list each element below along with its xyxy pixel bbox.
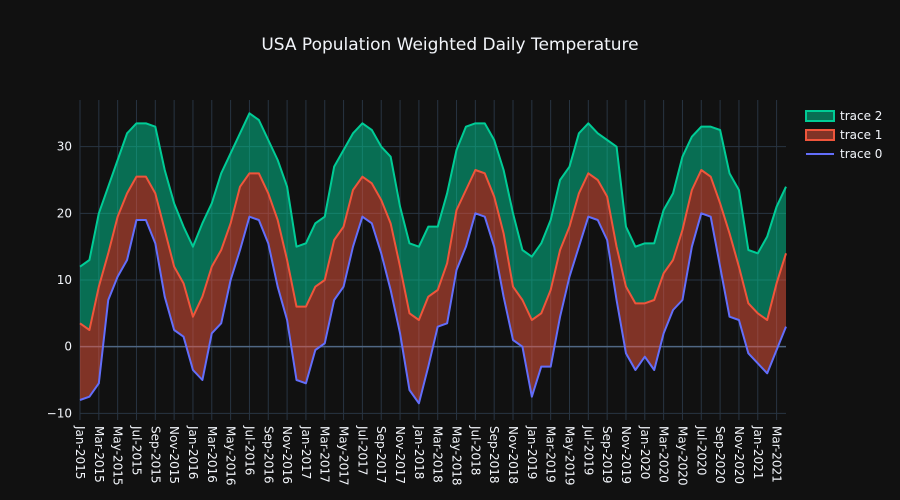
legend-item-trace-2[interactable]: trace 2 <box>805 109 882 123</box>
x-tick-label: Jul-2018 <box>468 425 482 475</box>
x-tick-label: Mar-2018 <box>431 426 445 483</box>
x-tick-label: Jan-2021 <box>751 425 765 479</box>
x-tick-label: Sep-2017 <box>374 426 388 484</box>
x-tick-label: Jan-2019 <box>525 425 539 479</box>
y-tick-label: 20 <box>57 206 72 220</box>
series-line-trace-2[interactable] <box>79 112 787 268</box>
x-tick-label: Jan-2018 <box>412 425 426 479</box>
x-tick-label: Jul-2019 <box>581 425 595 475</box>
x-tick-label: Mar-2020 <box>657 426 671 483</box>
x-tick-label: Nov-2020 <box>732 426 746 484</box>
x-axis: Jan-2015 Mar-2015 May-2015 Jul-2015 Sep-2015… <box>73 425 784 485</box>
legend-label: trace 2 <box>840 109 882 123</box>
x-tick-label: May-2017 <box>337 426 351 485</box>
x-tick-label: May-2020 <box>675 426 689 485</box>
x-tick-label: Nov-2017 <box>393 426 407 484</box>
y-axis: −10 0 10 20 30 <box>47 140 72 421</box>
y-tick-label: 10 <box>57 273 72 287</box>
legend-item-trace-0[interactable]: trace 0 <box>806 147 882 161</box>
x-tick-label: May-2016 <box>224 426 238 485</box>
x-tick-label: Mar-2021 <box>770 426 784 483</box>
x-tick-label: May-2019 <box>562 426 576 485</box>
x-tick-label: Sep-2018 <box>487 426 501 484</box>
legend-label: trace 0 <box>840 147 882 161</box>
x-tick-label: Jul-2017 <box>355 425 369 475</box>
legend-label: trace 1 <box>840 128 882 142</box>
x-tick-label: Sep-2016 <box>261 426 275 484</box>
series-line-trace-0[interactable] <box>79 212 787 405</box>
y-tick-label: −10 <box>47 406 72 420</box>
x-tick-label: Sep-2015 <box>148 426 162 484</box>
x-tick-label: May-2015 <box>111 426 125 485</box>
series-layer <box>79 112 787 405</box>
x-tick-label: Jul-2020 <box>694 425 708 475</box>
x-tick-label: Mar-2016 <box>205 426 219 483</box>
x-tick-label: Sep-2019 <box>600 426 614 484</box>
x-tick-label: Mar-2017 <box>318 426 332 483</box>
x-tick-label: Jan-2015 <box>73 425 87 479</box>
x-tick-label: May-2018 <box>450 426 464 485</box>
x-tick-label: Jan-2016 <box>186 425 200 479</box>
series-line-trace-1[interactable] <box>79 169 787 331</box>
x-tick-label: Nov-2019 <box>619 426 633 484</box>
x-tick-label: Nov-2018 <box>506 426 520 484</box>
legend-swatch <box>805 129 835 141</box>
x-tick-label: Sep-2020 <box>713 426 727 484</box>
legend[interactable]: trace 2 trace 1 trace 0 <box>805 109 882 161</box>
x-tick-label: Jan-2020 <box>638 425 652 479</box>
y-tick-label: 30 <box>57 140 72 154</box>
x-tick-label: Nov-2016 <box>280 426 294 484</box>
legend-swatch <box>805 110 835 122</box>
x-tick-label: Jul-2015 <box>129 425 143 475</box>
area-fill-trace-1 <box>80 170 786 404</box>
x-tick-label: Mar-2019 <box>544 426 558 483</box>
chart-title: USA Population Weighted Daily Temperatur… <box>261 35 638 55</box>
x-tick-label: Mar-2015 <box>92 426 106 483</box>
x-tick-label: Jan-2017 <box>299 425 313 479</box>
x-tick-label: Jul-2016 <box>242 425 256 475</box>
x-tick-label: Nov-2015 <box>167 426 181 484</box>
y-tick-label: 0 <box>64 340 72 354</box>
area-fill-trace-2 <box>80 113 786 330</box>
legend-item-trace-1[interactable]: trace 1 <box>805 128 882 142</box>
